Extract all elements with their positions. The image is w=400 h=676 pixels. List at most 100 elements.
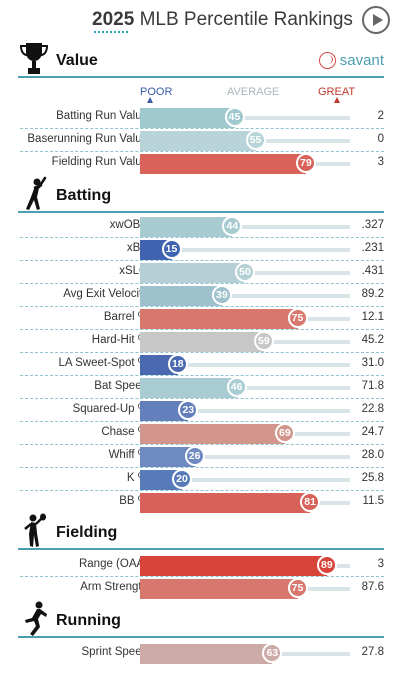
percentile-circle[interactable]: 50 [235, 262, 255, 282]
metric-label: Fielding Run Value [51, 156, 148, 168]
metric-label: Baserunning Run Value [27, 133, 148, 145]
metric-row[interactable]: xwOBA 44 .327 [20, 215, 384, 238]
percentile-circle[interactable]: 63 [262, 643, 283, 663]
metric-row[interactable]: BB % 81 11.5 [20, 491, 384, 514]
metric-row[interactable]: Chase % 69 24.7 [20, 422, 384, 445]
metric-value: 45.2 [361, 334, 384, 346]
section-header-batting: Batting [0, 175, 400, 215]
metric-row[interactable]: Arm Strength 75 87.6 [20, 577, 384, 600]
percentile-circle[interactable]: 23 [178, 400, 199, 420]
percentile-track [140, 225, 350, 229]
metric-value: 71.8 [361, 380, 384, 392]
metric-row[interactable]: Whiff % 26 28.0 [20, 445, 384, 468]
percentile-bar [140, 217, 233, 237]
metric-value: 3 [377, 156, 384, 168]
metric-row[interactable]: Batting Run Value 45 2 [20, 106, 384, 129]
percentile-circle[interactable]: 46 [226, 377, 247, 397]
percentile-bar [140, 556, 327, 576]
percentile-bar [140, 131, 256, 151]
section-title-running: Running [56, 612, 121, 629]
percentile-circle[interactable]: 79 [295, 153, 316, 173]
metric-label: Chase % [101, 426, 148, 438]
section-fielding: Fielding Range (OAA) 89 3 Arm Strength 75 87.… [0, 512, 400, 600]
page-title: 2025 MLB Percentile Rankings [92, 9, 353, 30]
metric-row[interactable]: Range (OAA) 89 3 [20, 554, 384, 577]
metric-row[interactable]: Bat Speed 46 71.8 [20, 376, 384, 399]
running-rows: Sprint Speed 63 27.8 [0, 642, 400, 665]
metric-row[interactable]: Barrel % 75 12.1 [20, 307, 384, 330]
great-marker-icon [334, 97, 340, 103]
metric-label: Bat Speed [94, 380, 148, 392]
fielding-rows: Range (OAA) 89 3 Arm Strength 75 87.6 [0, 554, 400, 600]
section-divider [18, 548, 384, 550]
metric-value: 25.8 [361, 472, 384, 484]
metric-value: .431 [361, 265, 384, 277]
section-title-value: Value [56, 52, 98, 69]
percentile-bar [140, 401, 189, 421]
metric-value: 87.6 [361, 581, 384, 593]
metric-row[interactable]: Sprint Speed 63 27.8 [20, 642, 384, 665]
metric-label: Arm Strength [80, 581, 148, 593]
savant-logo[interactable]: savant [318, 52, 384, 69]
percentile-circle[interactable]: 44 [222, 216, 243, 236]
metric-value: 24.7 [361, 426, 384, 438]
section-divider [18, 211, 384, 213]
percentile-track [140, 363, 350, 367]
percentile-circle[interactable]: 45 [224, 107, 245, 127]
percentile-circle[interactable]: 26 [184, 446, 205, 466]
metric-row[interactable]: Hard-Hit % 59 45.2 [20, 330, 384, 353]
percentile-circle[interactable]: 89 [316, 555, 337, 575]
metric-label: Batting Run Value [56, 110, 148, 122]
percentile-circle[interactable]: 75 [287, 578, 308, 598]
metric-row[interactable]: LA Sweet-Spot % 18 31.0 [20, 353, 384, 376]
percentile-bar [140, 579, 298, 599]
section-divider [18, 636, 384, 638]
percentile-circle[interactable]: 39 [211, 285, 232, 305]
percentile-bar [140, 493, 311, 513]
percentile-bar [140, 447, 195, 467]
page-header: 2025 MLB Percentile Rankings [0, 0, 400, 40]
percentile-circle[interactable]: 18 [167, 354, 188, 374]
percentile-circle[interactable]: 20 [172, 469, 192, 489]
percentile-track [140, 294, 350, 298]
metric-row[interactable]: xSLG 50.431 [20, 261, 384, 284]
metric-row[interactable]: xBA 15.231 [20, 238, 384, 261]
percentile-track [140, 116, 350, 120]
metric-value: 31.0 [361, 357, 384, 369]
percentile-circle[interactable]: 81 [300, 492, 321, 512]
scale-great-label: GREAT [318, 86, 356, 98]
percentile-track [140, 409, 350, 413]
metric-row[interactable]: Baserunning Run Value 55 0 [20, 129, 384, 152]
metric-label: xwOBA [109, 219, 148, 231]
percentile-bar [140, 644, 273, 664]
percentile-scale: POOR AVERAGE GREAT [0, 80, 400, 106]
metric-value: 89.2 [361, 288, 384, 300]
percentile-circle[interactable]: 75 [287, 308, 308, 328]
section-value: Value savant POOR AVERAGE GREAT Batting … [0, 40, 400, 175]
baseball-icon [318, 52, 336, 69]
section-batting: Batting xwOBA 44.327 xBA 15.231 xSLG 50.431 Av… [0, 175, 400, 514]
metric-label: Avg Exit Velocity [63, 288, 148, 300]
metric-value: 0 [377, 133, 384, 145]
percentile-track [140, 455, 350, 459]
play-button[interactable] [362, 6, 390, 34]
metric-value: 3 [377, 558, 384, 570]
percentile-circle[interactable]: 69 [274, 423, 295, 443]
percentile-bar [140, 154, 306, 174]
percentile-circle[interactable]: 59 [253, 331, 274, 351]
section-header-running: Running [0, 600, 400, 640]
metric-label: Sprint Speed [81, 646, 149, 658]
metric-value: 27.8 [361, 646, 384, 658]
percentile-bar [140, 309, 298, 329]
metric-row[interactable]: Avg Exit Velocity 39 89.2 [20, 284, 384, 307]
percentile-circle[interactable]: 15 [161, 239, 182, 259]
metric-row[interactable]: K % 20 25.8 [20, 468, 384, 491]
metric-row[interactable]: Squared-Up % 23 22.8 [20, 399, 384, 422]
metric-value: .231 [361, 242, 384, 254]
section-header-value: Value savant [0, 40, 400, 80]
metric-row[interactable]: Fielding Run Value 79 3 [20, 152, 384, 175]
value-rows: Batting Run Value 45 2 Baserunning Run Valu… [0, 106, 400, 175]
percentile-circle[interactable]: 55 [245, 130, 266, 150]
title-underline [94, 31, 128, 33]
poor-marker-icon [147, 97, 153, 103]
